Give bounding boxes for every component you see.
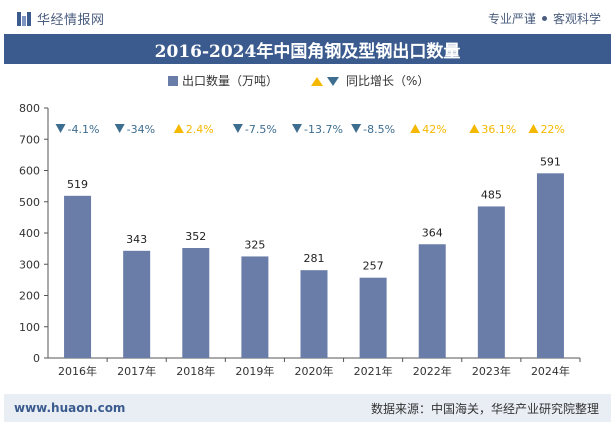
bar-chart: 出口数量（万吨） 同比增长（%） 0 100 200 300 400 500 600 700 800… [19,73,581,378]
bar-value-label: 591 [540,155,561,168]
y-tick-label: 600 [19,165,40,178]
legend-swatch-bar [168,76,178,86]
growth-label: -34% [127,123,155,136]
y-tick-label: 500 [19,196,40,209]
x-tick-label: 2020年 [295,364,334,378]
growth-label: -7.5% [245,123,277,136]
bar [123,250,151,358]
growth-down-triangle-icon [232,124,243,133]
chart-title: 2016-2024年中国角钢及型钢出口数量 [154,41,461,62]
bar [182,248,210,358]
y-tick-label: 400 [19,227,40,240]
growth-up-triangle-icon [469,124,480,133]
legend-label-volume: 出口数量（万吨） [182,73,278,88]
bar-value-label: 485 [481,188,502,201]
bar [300,270,328,358]
top-bar: 华经情报网 专业严谨 客观科学 [0,0,615,34]
chart-title-band: 2016-2024年中国角钢及型钢出口数量 [4,34,611,64]
bar-value-label: 281 [304,252,325,265]
growth-label: -8.5% [363,123,395,136]
bar-value-label: 343 [126,233,147,246]
footer-source: 数据来源：中国海关，华经产业研究院整理 [370,401,599,416]
growth-label: 22% [540,123,564,136]
footer-site[interactable]: www.huaon.com [14,401,126,415]
legend-down-triangle-icon [327,77,339,86]
growth-label: 2.4% [186,123,214,136]
slogan-left: 专业严谨 [487,12,536,26]
y-tick-label: 200 [19,290,40,303]
x-tick-label: 2022年 [413,364,452,378]
legend-up-triangle-icon [311,77,323,86]
growth-up-triangle-icon [173,124,184,133]
bar [241,256,269,358]
bar [418,244,446,358]
bar [477,206,505,358]
brand-name: 华经情报网 [37,13,105,28]
y-tick-label: 800 [19,102,40,115]
x-tick-label: 2023年 [472,364,511,378]
growth-label: 42% [422,123,446,136]
slogan-right: 客观科学 [552,12,601,26]
bar [536,173,564,358]
x-tick-label: 2024年 [531,364,570,378]
growth-label: -4.1% [68,123,100,136]
growth-down-triangle-icon [55,124,66,133]
slogan-dot-icon [541,16,547,21]
growth-down-triangle-icon [351,124,362,133]
bar-value-label: 364 [422,226,443,239]
x-tick-label: 2016年 [58,364,97,378]
bar-value-label: 325 [244,238,265,251]
growth-down-triangle-icon [114,124,125,133]
bar-value-label: 352 [185,230,206,243]
growth-up-triangle-icon [410,124,421,133]
bar-value-label: 519 [67,178,88,191]
y-tick-label: 0 [33,352,40,365]
y-tick-label: 700 [19,133,40,146]
growth-label: 36.1% [481,123,516,136]
growth-down-triangle-icon [292,124,302,133]
x-tick-label: 2017年 [117,364,156,378]
y-tick-label: 100 [19,321,40,334]
x-tick-label: 2018年 [176,364,215,378]
y-tick-label: 300 [19,258,40,271]
x-tick-label: 2021年 [354,364,393,378]
slogan: 专业严谨 客观科学 [488,10,601,27]
growth-up-triangle-icon [528,124,539,133]
legend-label-growth: 同比增长（%） [346,74,429,88]
bar [64,195,92,358]
x-tick-label: 2019年 [235,364,274,378]
footer: www.huaon.com 数据来源：中国海关，华经产业研究院整理 [4,394,611,422]
brand: 华经情报网 [17,9,105,28]
bar [359,277,387,358]
bar-value-label: 257 [363,260,384,273]
growth-label: -13.7% [304,123,343,136]
brand-logo-icon [17,11,31,26]
